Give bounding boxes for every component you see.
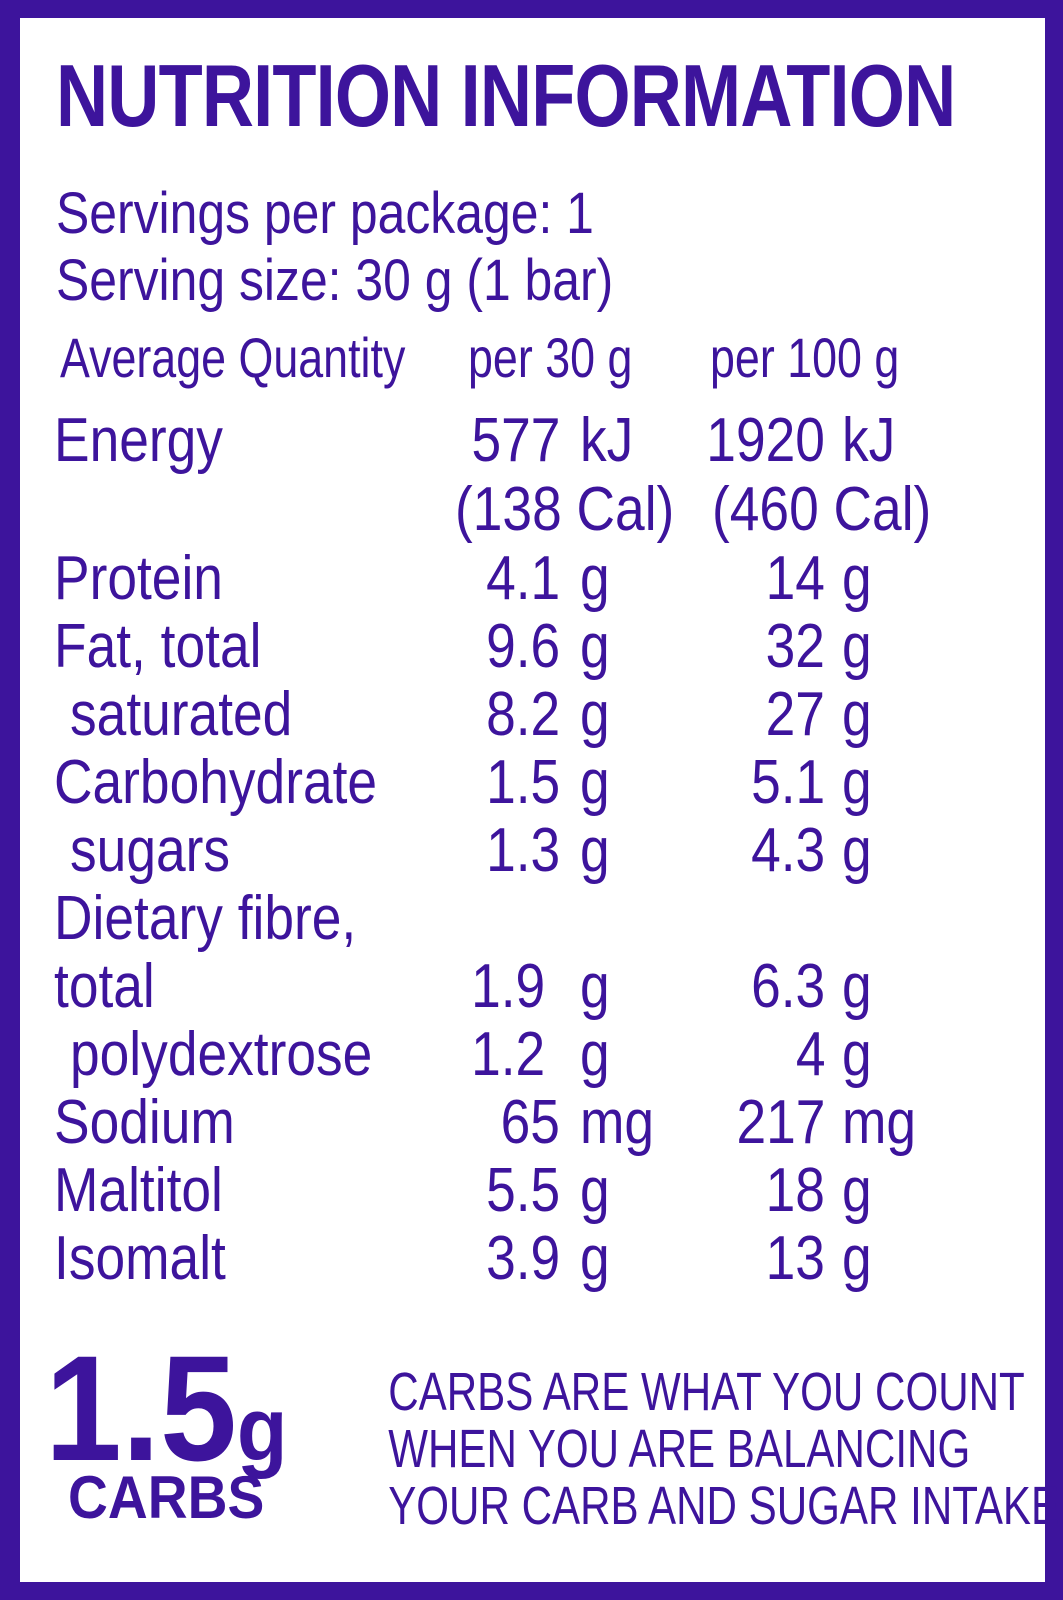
per-100g-unit: g: [842, 680, 872, 749]
table-row: Sodium 65 mg 217 mg: [0, 1092, 1063, 1160]
table-row: sugars 1.3 g 4.3 g: [0, 820, 1063, 888]
table-row: total 1.9 g 6.3 g: [0, 956, 1063, 1024]
nutrient-name: polydextrose: [70, 1020, 373, 1089]
per-100g-unit: g: [842, 1020, 872, 1089]
per-serving-value: 1.3: [485, 816, 560, 885]
per-100g-value: 27: [765, 680, 825, 749]
per-100g-unit: g: [842, 1156, 872, 1225]
per-100g-value: 4: [795, 1020, 825, 1089]
per-serving-unit: g: [580, 1224, 610, 1293]
per-100g-unit: g: [842, 612, 872, 681]
per-serving-unit: g: [580, 680, 610, 749]
per-100g-unit: g: [842, 1224, 872, 1293]
per-100g-value: 1920: [706, 406, 825, 475]
per-serving-value: 3.9: [485, 1224, 560, 1293]
per-100g-value: 14: [765, 544, 825, 613]
per-serving-unit: g: [580, 1156, 610, 1225]
column-header-per-100g: per 100 g: [710, 326, 900, 389]
per-100g-value: 5.1: [750, 748, 825, 817]
carbs-message-line: WHEN YOU ARE BALANCING: [388, 1419, 971, 1480]
nutrient-name: Protein: [54, 544, 223, 613]
table-row: Isomalt 3.9 g 13 g: [0, 1228, 1063, 1296]
carbs-amount: 1.5: [45, 1324, 237, 1492]
per-serving-value: 4.1: [485, 544, 560, 613]
carbs-unit: g: [236, 1380, 288, 1480]
per-serving-unit: g: [580, 1020, 610, 1089]
table-row: Protein 4.1 g 14 g: [0, 548, 1063, 616]
per-100g-value: 13: [765, 1224, 825, 1293]
carbs-callout-label: CARBS: [68, 1464, 265, 1531]
nutrient-name: total: [54, 952, 155, 1021]
table-row: Dietary fibre,: [0, 888, 1063, 956]
nutrient-name: sugars: [70, 816, 231, 885]
nutrient-name: Fat, total: [54, 612, 262, 681]
table-row: polydextrose 1.2 g 4 g: [0, 1024, 1063, 1092]
per-serving-unit: g: [580, 544, 610, 613]
per-100g-value: 18: [765, 1156, 825, 1225]
column-header-per-serving: per 30 g: [468, 326, 633, 389]
nutrient-name: Sodium: [54, 1088, 235, 1157]
per-100g-unit: kJ: [842, 406, 896, 475]
carbs-message-line: YOUR CARB AND SUGAR INTAKE.: [388, 1476, 1063, 1537]
per-serving-unit: kJ: [580, 406, 634, 475]
column-header-name: Average Quantity: [60, 326, 406, 389]
per-serving-unit: mg: [580, 1088, 655, 1157]
nutrient-name: saturated: [70, 680, 293, 749]
per-100g-unit: g: [842, 952, 872, 1021]
nutrient-name: Energy: [54, 406, 223, 475]
per-100g-value: 217: [736, 1088, 825, 1157]
per-100g-value: 4.3: [750, 816, 825, 885]
per-100g-unit: g: [842, 544, 872, 613]
per-100g-unit: mg: [842, 1088, 917, 1157]
per-serving-value: 1.2: [470, 1020, 545, 1089]
table-row: Maltitol 5.5 g 18 g: [0, 1160, 1063, 1228]
table-row-energy-cal: (138 Cal) (460 Cal): [0, 479, 1063, 547]
per-100g-value: 6.3: [750, 952, 825, 1021]
per-serving-unit: g: [580, 612, 610, 681]
nutrient-name: Maltitol: [54, 1156, 223, 1225]
per-serving-value: 5.5: [485, 1156, 560, 1225]
per-serving-value: 9.6: [485, 612, 560, 681]
serving-size: Serving size: 30 g (1 bar): [56, 248, 614, 313]
carbs-callout-number: 1.5g: [45, 1333, 287, 1483]
per-100g-unit: g: [842, 748, 872, 817]
per-serving-value: 8.2: [485, 680, 560, 749]
per-100g-calories: (460 Cal): [712, 475, 932, 544]
per-serving-value: 1.5: [485, 748, 560, 817]
per-100g-value: 32: [765, 612, 825, 681]
page-title: NUTRITION INFORMATION: [56, 46, 956, 145]
nutrient-name: Carbohydrate: [54, 748, 378, 817]
per-serving-value: 1.9: [470, 952, 545, 1021]
table-row: Carbohydrate 1.5 g 5.1 g: [0, 752, 1063, 820]
per-serving-calories: (138 Cal): [455, 475, 675, 544]
carbs-message: CARBS ARE WHAT YOU COUNT WHEN YOU ARE BA…: [320, 1362, 1063, 1537]
per-serving-value: 577: [471, 406, 560, 475]
per-serving-value: 65: [500, 1088, 560, 1157]
per-serving-unit: g: [580, 952, 610, 1021]
servings-per-package: Servings per package: 1: [56, 181, 594, 246]
per-100g-unit: g: [842, 816, 872, 885]
per-serving-unit: g: [580, 748, 610, 817]
carbs-message-line: CARBS ARE WHAT YOU COUNT: [388, 1362, 1025, 1422]
per-serving-unit: g: [580, 816, 610, 885]
table-row: saturated 8.2 g 27 g: [0, 684, 1063, 752]
table-row-energy: Energy 577 kJ 1920 kJ: [0, 410, 1063, 478]
nutrient-name: Isomalt: [54, 1224, 226, 1293]
table-row: Fat, total 9.6 g 32 g: [0, 616, 1063, 684]
nutrient-name: Dietary fibre,: [54, 884, 357, 953]
